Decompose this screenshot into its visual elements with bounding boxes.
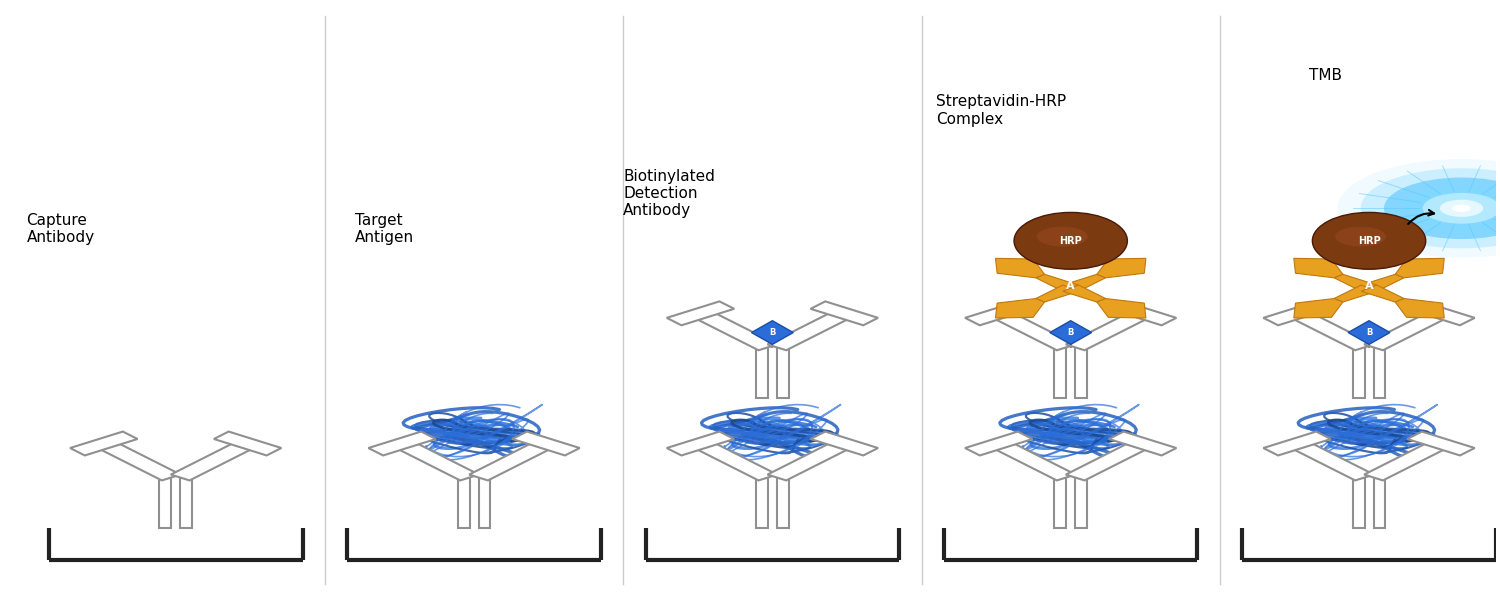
Text: Capture
Antibody: Capture Antibody xyxy=(27,213,94,245)
Polygon shape xyxy=(1035,274,1078,291)
Text: B: B xyxy=(1366,328,1372,337)
Polygon shape xyxy=(1064,274,1106,291)
Polygon shape xyxy=(1288,440,1374,481)
Polygon shape xyxy=(171,440,256,481)
Polygon shape xyxy=(990,310,1076,350)
Polygon shape xyxy=(666,431,734,455)
Polygon shape xyxy=(1288,310,1374,350)
Polygon shape xyxy=(393,440,478,481)
Polygon shape xyxy=(1364,440,1450,481)
Polygon shape xyxy=(990,440,1076,481)
Ellipse shape xyxy=(1312,212,1425,269)
Text: A: A xyxy=(1066,281,1076,292)
Polygon shape xyxy=(752,321,794,344)
Polygon shape xyxy=(94,440,180,481)
Polygon shape xyxy=(470,440,555,481)
Text: TMB: TMB xyxy=(1310,68,1342,83)
Text: B: B xyxy=(1068,328,1074,337)
Polygon shape xyxy=(777,347,789,398)
Polygon shape xyxy=(1353,347,1365,398)
Polygon shape xyxy=(1054,347,1066,398)
Polygon shape xyxy=(1334,285,1377,302)
Polygon shape xyxy=(1360,285,1404,302)
Polygon shape xyxy=(777,478,789,528)
Circle shape xyxy=(1422,193,1500,224)
Polygon shape xyxy=(1263,431,1330,455)
Polygon shape xyxy=(1108,431,1176,455)
Polygon shape xyxy=(810,431,877,455)
Text: HRP: HRP xyxy=(1358,236,1380,246)
Polygon shape xyxy=(1076,478,1088,528)
Polygon shape xyxy=(666,301,734,325)
Polygon shape xyxy=(1066,440,1152,481)
Text: HRP: HRP xyxy=(1059,236,1082,246)
Polygon shape xyxy=(1360,274,1404,291)
Polygon shape xyxy=(1348,321,1390,344)
Polygon shape xyxy=(692,440,777,481)
Polygon shape xyxy=(1353,478,1365,528)
Circle shape xyxy=(1440,200,1484,217)
Circle shape xyxy=(1384,178,1500,239)
Polygon shape xyxy=(1035,285,1078,302)
Polygon shape xyxy=(159,478,171,528)
Polygon shape xyxy=(810,301,877,325)
Polygon shape xyxy=(1395,259,1444,278)
Polygon shape xyxy=(1364,310,1450,350)
Polygon shape xyxy=(1096,259,1146,278)
Polygon shape xyxy=(1054,478,1066,528)
Text: Target
Antigen: Target Antigen xyxy=(354,213,414,245)
Polygon shape xyxy=(512,431,579,455)
Polygon shape xyxy=(964,301,1032,325)
Text: B: B xyxy=(770,328,776,337)
Polygon shape xyxy=(964,431,1032,455)
Polygon shape xyxy=(756,347,768,398)
Circle shape xyxy=(1338,159,1500,257)
Polygon shape xyxy=(1294,299,1342,318)
Polygon shape xyxy=(996,259,1044,278)
Polygon shape xyxy=(1395,299,1444,318)
Ellipse shape xyxy=(1014,212,1128,269)
Polygon shape xyxy=(1294,259,1342,278)
Polygon shape xyxy=(369,431,436,455)
Polygon shape xyxy=(1076,347,1088,398)
Polygon shape xyxy=(1374,347,1386,398)
Ellipse shape xyxy=(1036,227,1088,247)
Text: A: A xyxy=(1365,281,1374,292)
Polygon shape xyxy=(458,478,470,528)
Text: Biotinylated
Detection
Antibody: Biotinylated Detection Antibody xyxy=(622,169,716,218)
Text: Streptavidin-HRP
Complex: Streptavidin-HRP Complex xyxy=(936,94,1066,127)
Polygon shape xyxy=(1407,431,1474,455)
Polygon shape xyxy=(1064,285,1106,302)
Polygon shape xyxy=(180,478,192,528)
Polygon shape xyxy=(70,431,138,455)
Polygon shape xyxy=(1050,321,1092,344)
Polygon shape xyxy=(478,478,490,528)
Polygon shape xyxy=(1066,310,1152,350)
Polygon shape xyxy=(768,440,853,481)
Circle shape xyxy=(1360,168,1500,248)
Polygon shape xyxy=(768,310,853,350)
Polygon shape xyxy=(1374,478,1386,528)
Polygon shape xyxy=(996,299,1044,318)
Polygon shape xyxy=(756,478,768,528)
Polygon shape xyxy=(692,310,777,350)
Polygon shape xyxy=(1108,301,1176,325)
Circle shape xyxy=(1404,185,1500,232)
Polygon shape xyxy=(1407,301,1474,325)
Circle shape xyxy=(1452,205,1472,212)
Polygon shape xyxy=(1263,301,1330,325)
Polygon shape xyxy=(1334,274,1377,291)
Ellipse shape xyxy=(1335,227,1386,247)
Polygon shape xyxy=(214,431,282,455)
Polygon shape xyxy=(1096,299,1146,318)
